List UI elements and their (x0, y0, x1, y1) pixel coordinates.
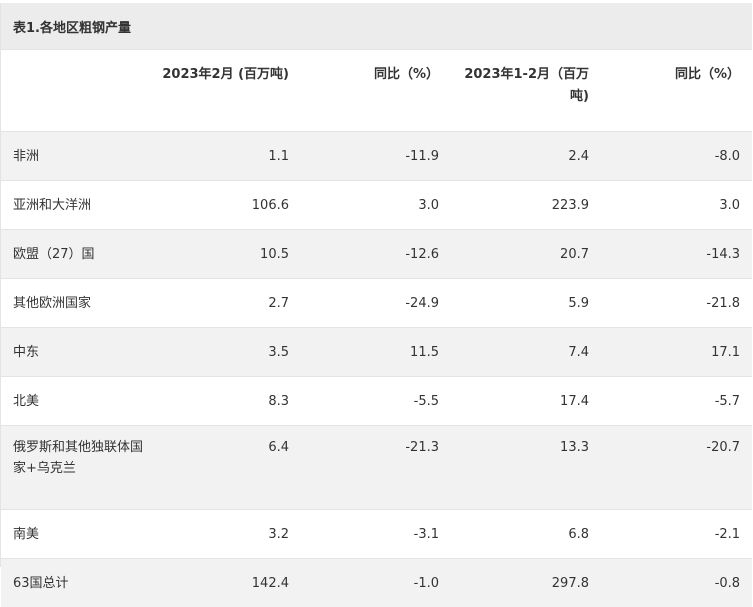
header-feb: 2023年2月 (百万吨) (151, 50, 301, 132)
cell-janfeb: 223.9 (451, 181, 601, 230)
cell-janfeb-yoy: 17.1 (601, 328, 752, 377)
cell-feb: 6.4 (151, 426, 301, 510)
table-caption-row: 表1.各地区粗钢产量 (1, 3, 752, 50)
cell-feb: 106.6 (151, 181, 301, 230)
cell-feb: 3.5 (151, 328, 301, 377)
cell-janfeb-yoy: -8.0 (601, 132, 752, 181)
header-feb-yoy: 同比（%） (301, 50, 451, 132)
cell-region: 非洲 (1, 132, 151, 181)
cell-feb: 1.1 (151, 132, 301, 181)
cell-janfeb: 297.8 (451, 559, 601, 607)
header-region (1, 50, 151, 132)
cell-feb-yoy: -21.3 (301, 426, 451, 510)
header-janfeb: 2023年1-2月（百万吨) (451, 50, 601, 132)
cell-region: 其他欧洲国家 (1, 279, 151, 328)
cell-janfeb: 17.4 (451, 377, 601, 426)
cell-janfeb: 6.8 (451, 510, 601, 559)
header-janfeb-yoy: 同比（%） (601, 50, 752, 132)
cell-region: 欧盟（27）国 (1, 230, 151, 279)
cell-feb: 8.3 (151, 377, 301, 426)
cell-janfeb-yoy: -20.7 (601, 426, 752, 510)
cell-feb: 2.7 (151, 279, 301, 328)
cell-janfeb: 2.4 (451, 132, 601, 181)
cell-janfeb-yoy: 3.0 (601, 181, 752, 230)
cell-janfeb: 5.9 (451, 279, 601, 328)
table-header-row: 2023年2月 (百万吨) 同比（%） 2023年1-2月（百万吨) 同比（%） (1, 50, 752, 132)
cell-janfeb: 13.3 (451, 426, 601, 510)
cell-janfeb-yoy: -14.3 (601, 230, 752, 279)
cell-feb-yoy: -5.5 (301, 377, 451, 426)
cell-feb: 142.4 (151, 559, 301, 607)
table-caption: 表1.各地区粗钢产量 (1, 3, 752, 50)
cell-region: 亚洲和大洋洲 (1, 181, 151, 230)
cell-region: 南美 (1, 510, 151, 559)
data-table: 表1.各地区粗钢产量 2023年2月 (百万吨) 同比（%） 2023年1-2月… (1, 3, 752, 607)
cell-region: 北美 (1, 377, 151, 426)
cell-feb-yoy: -3.1 (301, 510, 451, 559)
cell-feb-yoy: -12.6 (301, 230, 451, 279)
cell-janfeb: 7.4 (451, 328, 601, 377)
cell-feb-yoy: -11.9 (301, 132, 451, 181)
cell-feb-yoy: 3.0 (301, 181, 451, 230)
cell-janfeb-yoy: -21.8 (601, 279, 752, 328)
cell-region: 63国总计 (1, 559, 151, 607)
cell-janfeb-yoy: -0.8 (601, 559, 752, 607)
cell-feb-yoy: 11.5 (301, 328, 451, 377)
cell-feb: 10.5 (151, 230, 301, 279)
cell-region: 俄罗斯和其他独联体国家+乌克兰 (1, 426, 151, 510)
steel-production-table: 表1.各地区粗钢产量 2023年2月 (百万吨) 同比（%） 2023年1-2月… (0, 3, 752, 567)
cell-janfeb: 20.7 (451, 230, 601, 279)
cell-janfeb-yoy: -2.1 (601, 510, 752, 559)
cell-region: 中东 (1, 328, 151, 377)
cell-feb-yoy: -24.9 (301, 279, 451, 328)
cell-feb-yoy: -1.0 (301, 559, 451, 607)
cell-feb: 3.2 (151, 510, 301, 559)
cell-janfeb-yoy: -5.7 (601, 377, 752, 426)
